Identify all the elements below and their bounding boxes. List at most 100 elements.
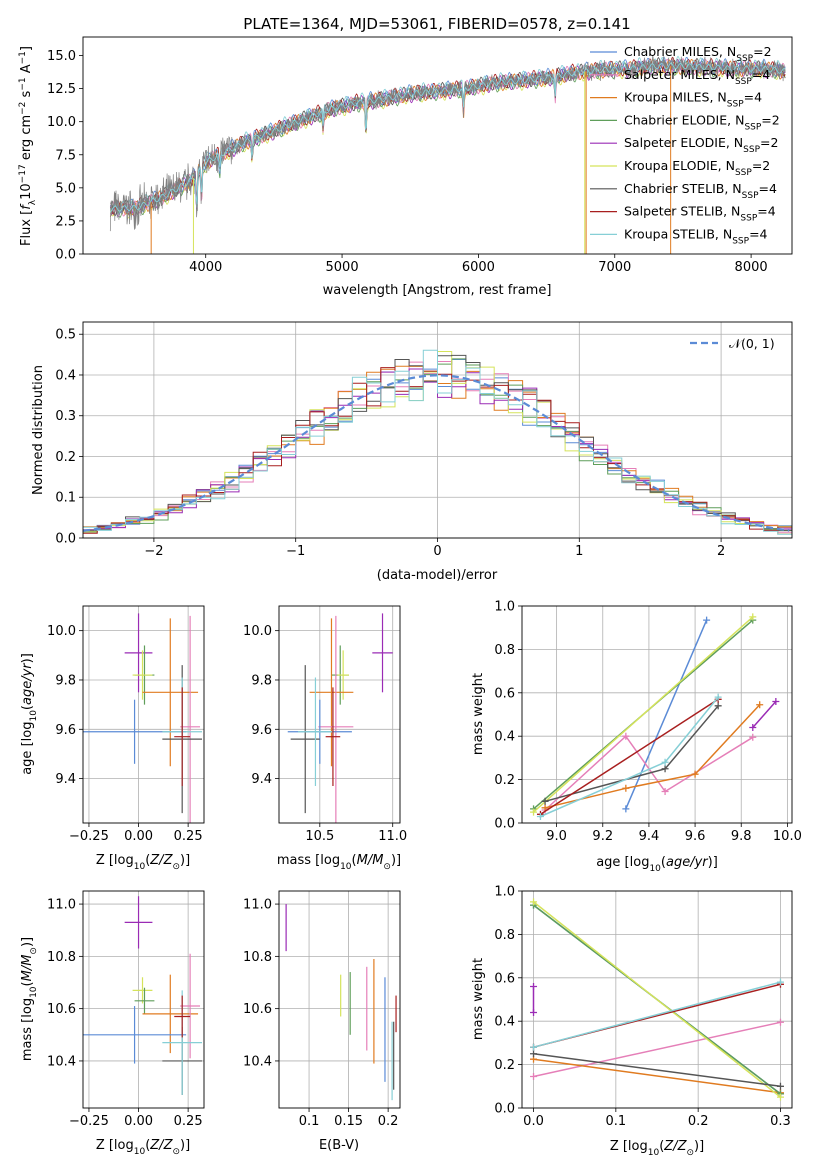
legend-entry: Salpeter ELODIE, NSSP=2 [624,135,778,155]
x-tick-label: 0.1 [299,1114,320,1129]
plot-area [287,613,393,823]
model-line-kroupa-stelib-top [110,63,786,213]
weight-marker [530,898,538,906]
x-tick-label: 9.8 [731,829,752,844]
y-tick-label: 0.2 [494,773,515,788]
x-tick-label: 9.4 [639,829,660,844]
x-axis-label: wavelength [Angstrom, rest frame] [323,283,552,298]
x-tick-label: 0.15 [334,1114,363,1129]
frame-massweight_vs_Z: 0.0 0.1 0.2 0.3 0.0 0.2 0.4 0.6 0.8 1.0 [494,885,793,1129]
x-tick-label: 0.3 [770,1114,791,1129]
legend-entry: 𝒩(0, 1) [729,336,775,351]
y-tick-label: 9.8 [251,673,272,688]
x-tick-label: 9.0 [546,829,567,844]
legend-entry: Kroupa STELIB, NSSP=4 [624,226,768,246]
y-tick-label: 0.8 [494,928,515,943]
y-tick-label: 11.0 [47,898,76,913]
y-tick-label: 0.0 [494,817,515,832]
x-tick-label: 0.0 [523,1114,544,1129]
weight-line-salpeter_elodie [752,701,777,728]
errorbar-salpeter_elodie [124,613,153,693]
y-tick-label: 0.2 [55,450,76,465]
plot-area [285,904,397,1101]
errorbar-kroupa_miles [142,618,199,767]
errorbar-kroupa_elodie [337,650,349,700]
weight-marker [714,702,722,710]
x-tick-label: −2 [144,544,163,559]
weight-marker [530,1009,538,1017]
x-axis-label: (data-model)/error [377,568,498,583]
y-tick-label: 10.8 [243,950,272,965]
y-tick-label: 5.0 [55,181,76,196]
weight-marker [776,1093,784,1101]
x-axis-label: Z [log10(Z/Z⊙)] [96,853,190,872]
plot-area [83,349,792,535]
errorbar-chabrier_elodie [134,987,155,1014]
x-tick-label: 7000 [598,260,631,275]
x-tick-label: −1 [286,544,305,559]
weight-marker [772,697,780,705]
weight-marker [691,770,699,778]
y-tick-label: 0.5 [55,328,76,343]
weight-marker [530,808,538,816]
frame-residuals: −2 −1 0 1 2 0.0 0.1 0.2 0.3 0.4 0.5 [55,321,793,559]
errorbar-salpeter_elodie [372,613,393,693]
y-tick-label: 0.1 [55,491,76,506]
axes-frame [82,36,793,255]
normal-curve [83,374,790,532]
y-tick-label: 12.5 [47,82,76,97]
x-tick-label: 9.2 [592,829,613,844]
weight-marker [530,982,538,990]
x-axis-label: E(B-V) [319,1138,359,1153]
errorbar-salpeter_stelib [325,687,341,787]
errorbar-kroupa_miles [309,618,354,767]
y-axis-label: age [log10(age/yr)] [20,653,39,775]
axes-massweight_vs_age [522,605,792,824]
y-tick-label: 7.5 [55,148,76,163]
weight-line-salpeter_stelib [540,698,719,815]
weight-marker [749,724,757,732]
plot-area [530,613,780,820]
legend-entry: Kroupa ELODIE, NSSP=2 [624,158,770,178]
axes-frame [278,890,401,1109]
legend-entry: Salpeter MILES, NSSP=4 [624,67,770,87]
x-tick-label: 2 [717,544,725,559]
weight-marker [756,701,764,709]
data-spectrum-line [109,55,786,232]
x-tick-label: −0.25 [69,829,109,844]
y-axis-label: mass weight [471,673,486,755]
weight-marker [749,733,757,741]
frame-mass_vs_Z: −0.25 0.00 0.25 10.4 10.6 10.8 11.0 [47,890,205,1129]
weight-marker [530,1073,538,1081]
y-tick-label: 0.3 [55,409,76,424]
weight-line-kroupa_miles [533,1058,781,1094]
x-tick-label: 1 [575,544,583,559]
legend-entry: Chabrier ELODIE, NSSP=2 [624,112,780,132]
y-tick-label: 0.6 [494,686,515,701]
frame-age_vs_Z: −0.25 0.00 0.25 9.4 9.6 9.8 10.0 [47,605,205,844]
errorbar-chabrier_miles [83,1006,187,1064]
y-tick-label: 0.4 [55,368,76,383]
frame-massweight_vs_age: 9.0 9.2 9.4 9.6 9.8 10.0 0.0 0.2 0.4 0.6 0.8 1.0 [494,600,802,845]
x-tick-label: 10.0 [773,829,802,844]
y-tick-label: 10.0 [47,115,76,130]
weight-marker [530,1050,538,1058]
frame-mass_vs_ebv: 0.1 0.15 0.2 10.4 10.6 10.8 11.0 [243,890,401,1129]
errorbar-kroupa_stelib [297,677,333,787]
legend-entry: Chabrier STELIB, NSSP=4 [624,181,777,201]
weight-line-salpeter_miles [533,1021,781,1078]
y-tick-label: 0.0 [55,248,76,263]
x-axis-label: Z [log10(Z/Z⊙)] [96,1138,190,1157]
y-tick-label: 10.4 [47,1054,76,1069]
errorbar-salpeter_miles [180,615,201,823]
x-tick-label: 9.6 [685,829,706,844]
axes-massweight_vs_Z [522,890,792,1109]
y-axis-label: Normed distribution [31,365,46,495]
x-tick-label: −0.25 [69,1114,109,1129]
y-tick-label: 10.4 [243,1054,272,1069]
weight-marker [541,797,549,805]
errorbar-salpeter_miles [180,953,201,1059]
weight-marker [776,1082,784,1090]
x-tick-label: 8000 [735,260,768,275]
y-tick-label: 0.4 [494,1015,515,1030]
